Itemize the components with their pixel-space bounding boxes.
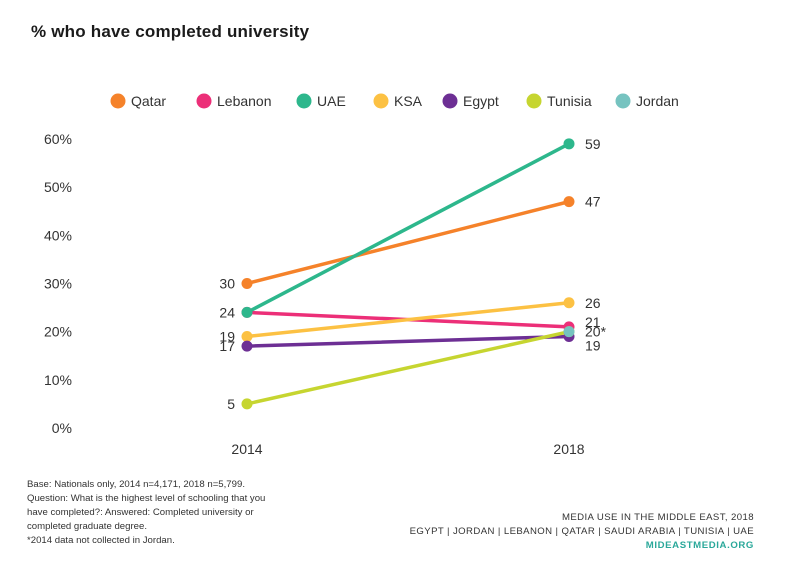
data-point-qatar-2018 <box>563 196 575 208</box>
legend-marker-lebanon <box>196 93 212 109</box>
legend-label-uae: UAE <box>317 93 346 109</box>
credit-site-link[interactable]: MIDEASTMEDIA.ORG <box>645 540 754 551</box>
series-points <box>241 138 575 410</box>
data-point-qatar-2014 <box>241 278 253 289</box>
data-label-qatar-2018: 47 <box>585 194 601 210</box>
note-footnote: *2014 data not collected in Jordan. <box>27 535 175 546</box>
legend-label-jordan: Jordan <box>636 93 679 109</box>
legend-marker-ksa <box>373 93 389 109</box>
chart-title: % who have completed university <box>31 22 310 41</box>
note-question-1: Question: What is the highest level of s… <box>27 493 266 504</box>
data-label-egypt-2018: 19 <box>585 337 601 353</box>
legend-item-jordan: Jordan <box>615 93 679 109</box>
credit-line-1: MEDIA USE IN THE MIDDLE EAST, 2018 <box>561 512 754 523</box>
y-tick-label: 30% <box>44 276 72 292</box>
y-tick-label: 0% <box>52 420 72 436</box>
legend-marker-qatar <box>110 93 126 109</box>
legend-item-uae: UAE <box>296 93 346 109</box>
legend-item-ksa: KSA <box>373 93 423 109</box>
note-question-3: completed graduate degree. <box>27 521 148 532</box>
data-point-tunisia-2014 <box>241 398 253 410</box>
y-tick-label: 60% <box>44 131 72 147</box>
y-tick-label: 10% <box>44 372 72 388</box>
legend-marker-jordan <box>615 93 631 109</box>
data-point-egypt-2014 <box>241 340 253 352</box>
note-base: Base: Nationals only, 2014 n=4,171, 2018… <box>27 479 245 490</box>
legend-label-ksa: KSA <box>394 93 423 109</box>
legend-label-qatar: Qatar <box>131 93 166 109</box>
y-tick-label: 40% <box>44 227 72 243</box>
credit-line-2: EGYPT | JORDAN | LEBANON | QATAR | SAUDI… <box>409 526 754 537</box>
legend-item-tunisia: Tunisia <box>526 93 592 109</box>
series-line-egypt <box>245 334 571 348</box>
x-tick-label: 2018 <box>553 441 584 457</box>
legend-label-tunisia: Tunisia <box>547 93 592 109</box>
legend-marker-uae <box>296 93 312 109</box>
series-line-qatar <box>245 199 571 286</box>
data-label-egypt-2014: 17 <box>219 338 235 354</box>
legend-item-egypt: Egypt <box>442 93 499 109</box>
chart-notes: Base: Nationals only, 2014 n=4,171, 2018… <box>27 478 327 548</box>
legend: Qatar Lebanon UAE KSA Egypt Tunisia Jordan <box>110 93 679 109</box>
data-point-jordan-2018 <box>563 326 575 338</box>
x-tick-label: 2014 <box>231 441 262 457</box>
y-tick-label: 50% <box>44 179 72 195</box>
legend-item-qatar: Qatar <box>110 93 166 109</box>
series-line-tunisia <box>245 329 571 406</box>
legend-marker-egypt <box>442 93 458 109</box>
data-label-lebanon-2014: 24 <box>219 304 235 320</box>
x-axis: 2014 2018 <box>231 441 584 457</box>
series-line-uae <box>245 142 571 315</box>
data-point-ksa-2014 <box>241 330 253 342</box>
data-point-uae-2018 <box>563 138 575 150</box>
series-lines <box>245 142 571 406</box>
data-label-lebanon-2018: 21 <box>585 314 601 330</box>
y-tick-label: 20% <box>44 324 72 340</box>
data-label-qatar-2014: 30 <box>219 276 235 292</box>
series-line-ksa <box>245 301 571 339</box>
data-label-tunisia-2014: 5 <box>227 396 235 412</box>
note-question-2: have completed?: Answered: Completed uni… <box>27 507 254 518</box>
legend-marker-tunisia <box>526 93 542 109</box>
legend-label-egypt: Egypt <box>463 93 499 109</box>
source-credit: MEDIA USE IN THE MIDDLE EAST, 2018 EGYPT… <box>410 511 754 553</box>
data-point-ksa-2018 <box>563 297 575 309</box>
y-axis: 0% 10% 20% 30% 40% 50% 60% <box>44 131 72 436</box>
data-point-uae-2014 <box>241 306 253 318</box>
legend-item-lebanon: Lebanon <box>196 93 272 109</box>
data-label-ksa-2018: 26 <box>585 295 601 311</box>
legend-label-lebanon: Lebanon <box>217 93 272 109</box>
data-label-jordan-2018: 20* <box>585 324 607 340</box>
data-label-ksa-2014: 19 <box>219 328 235 344</box>
data-label-uae-2018: 59 <box>585 136 601 152</box>
